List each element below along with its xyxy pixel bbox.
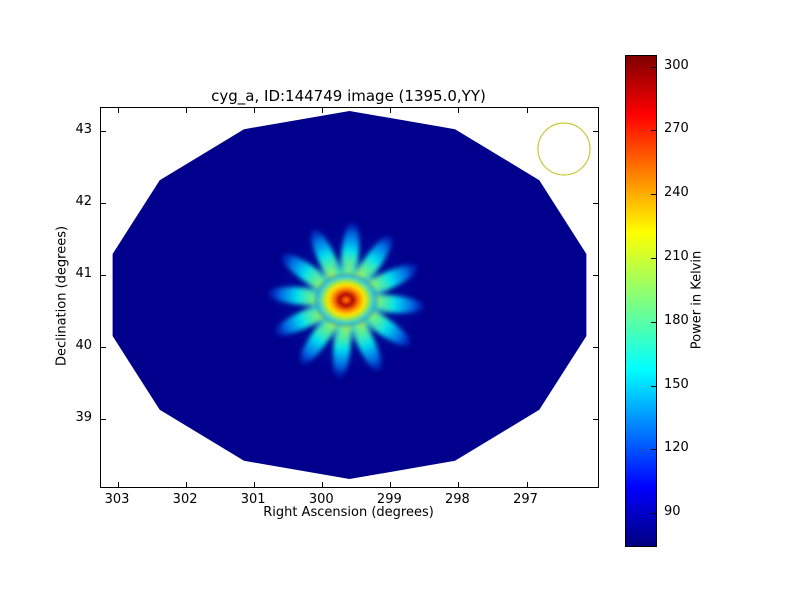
ray-petal [310,228,343,289]
x-tick-label: 298 [445,492,470,507]
colorbar-tick-mark [651,513,656,514]
source-starburst [266,220,427,380]
colorbar-tick-label: 210 [664,248,689,264]
colorbar-tick-mark [651,194,656,196]
x-tick-label: 302 [172,492,198,507]
y-tick-mark [101,274,106,276]
chart-title: cyg_a, ID:144749 image (1395.0,YY) [211,87,486,105]
y-tick-mark [593,418,598,420]
x-tick-mark [322,482,324,487]
colorbar-label: Power in Kelvin [689,250,705,350]
y-tick-label: 39 [75,409,92,425]
y-tick-label: 43 [75,122,92,137]
x-tick-mark [254,482,256,487]
y-tick-mark [101,131,106,132]
x-tick-label: 301 [240,492,266,507]
colorbar [625,55,657,547]
colorbar-tick-label: 150 [664,376,689,392]
y-tick-mark [101,418,106,420]
y-tick-mark [593,346,598,348]
colorbar-tick-mark [651,66,656,68]
colorbar-tick-mark [651,130,656,132]
x-tick-label: 299 [376,492,402,507]
colorbar-tick-label: 90 [664,504,681,520]
colorbar-tick-label: 240 [664,185,689,201]
y-tick-label: 40 [75,337,92,353]
y-tick-label: 41 [75,265,92,281]
x-tick-label: 303 [104,492,130,507]
source-core [313,272,380,328]
colorbar-tick-label: 120 [664,440,689,456]
y-tick-mark [593,274,598,276]
colorbar-tick-mark [651,449,656,451]
colorbar-tick-label: 270 [664,121,689,137]
x-axis-label: Right Ascension (degrees) [263,505,434,520]
ray-petal [349,311,382,372]
x-tick-mark [254,108,256,113]
colorbar-tick-mark [651,258,656,259]
x-tick-label: 300 [308,492,334,507]
y-tick-label: 42 [75,193,92,209]
colorbar-tick-label: 180 [664,312,689,328]
x-tick-mark [118,482,119,487]
x-tick-label: 297 [513,492,538,507]
x-tick-mark [322,108,324,113]
x-tick-mark [390,108,392,113]
x-tick-mark [526,482,528,487]
colorbar-tick-label: 300 [664,57,689,73]
x-tick-mark [186,108,188,113]
x-tick-mark [458,108,460,113]
x-tick-mark [186,482,188,487]
y-tick-mark [101,202,106,204]
beam-circle [537,122,591,176]
x-tick-mark [390,482,392,487]
x-tick-mark [118,108,119,113]
y-tick-mark [593,202,598,204]
y-tick-mark [101,346,106,348]
heatmap-canvas [112,111,591,479]
colorbar-tick-mark [651,321,656,323]
colorbar-tick-mark [651,385,656,387]
x-tick-mark [526,108,528,113]
y-tick-mark [593,131,598,132]
x-tick-mark [458,482,460,487]
plot-area [100,107,599,488]
